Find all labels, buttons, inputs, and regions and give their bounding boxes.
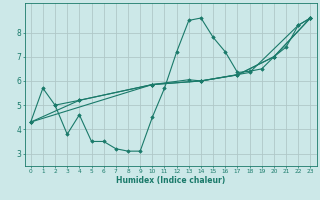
X-axis label: Humidex (Indice chaleur): Humidex (Indice chaleur) [116,176,225,185]
